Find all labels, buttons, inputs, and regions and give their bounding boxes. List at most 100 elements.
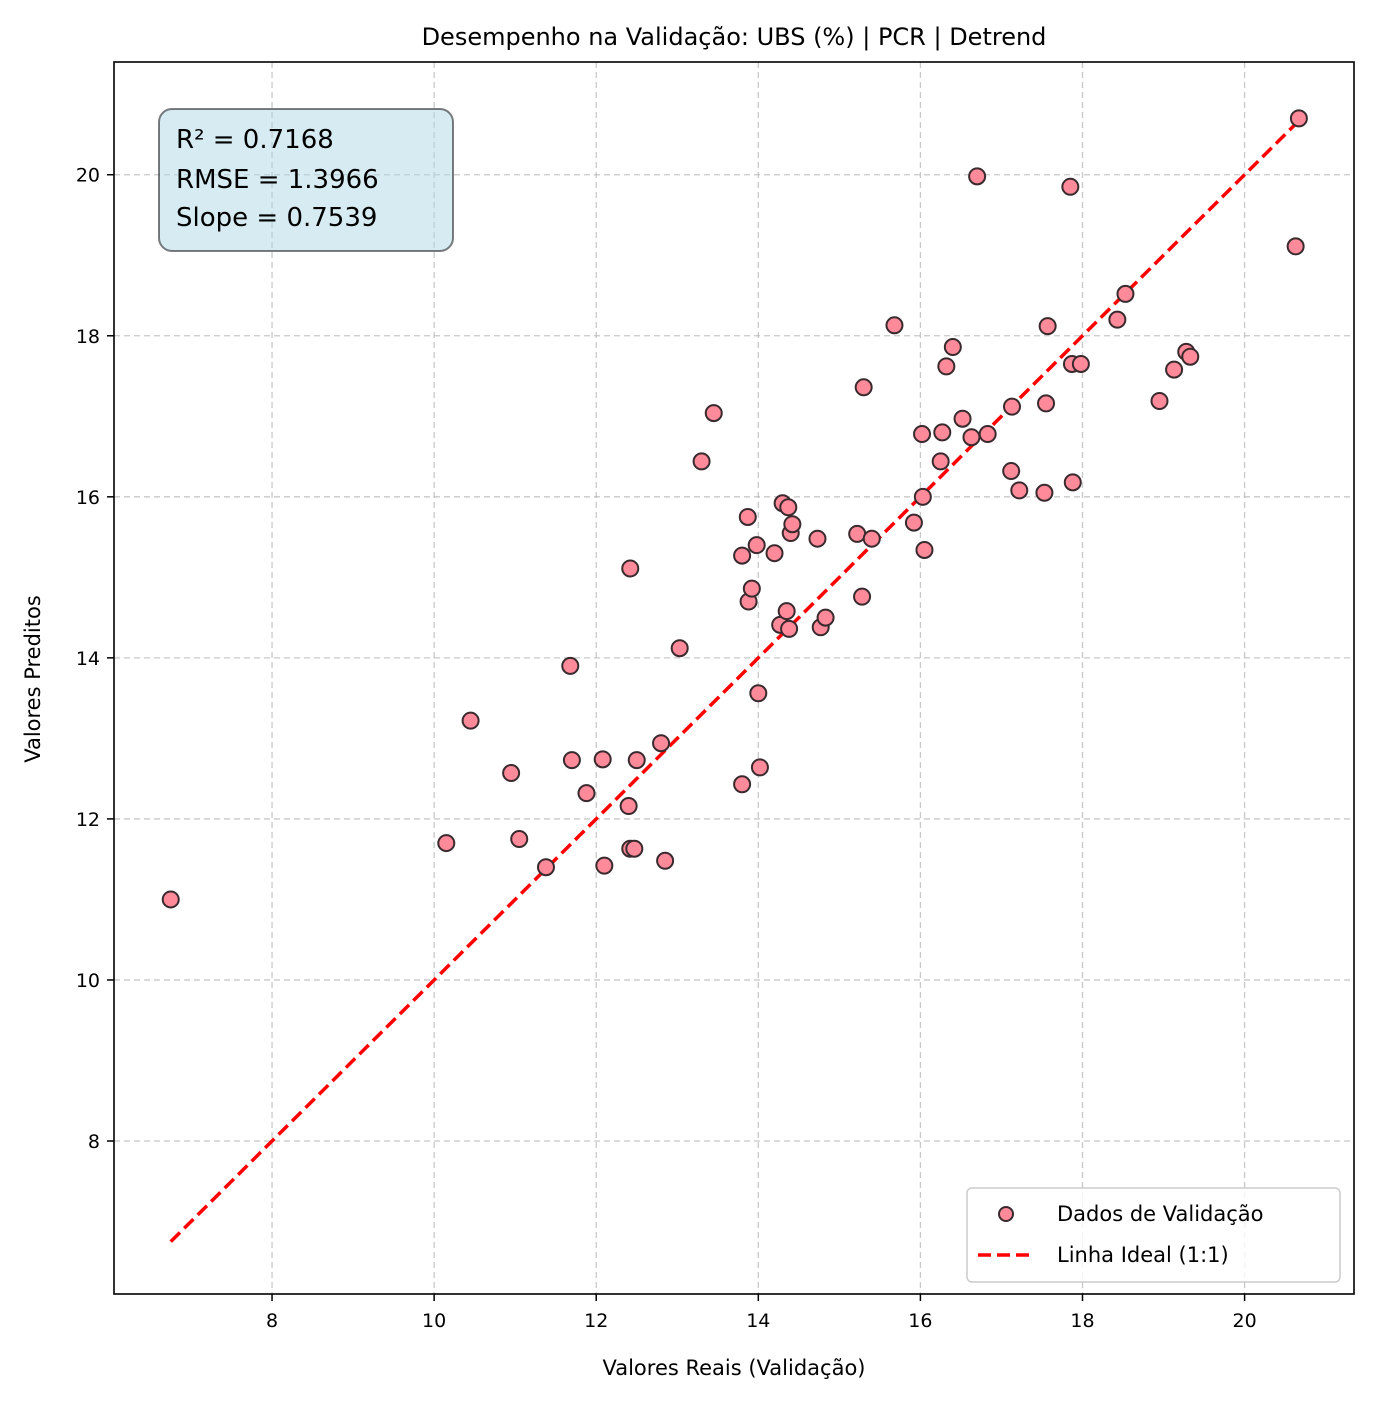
data-point bbox=[747, 536, 766, 555]
x-axis-title: Valores Reais (Validação) bbox=[602, 1356, 865, 1380]
y-tick-label: 10 bbox=[76, 970, 100, 992]
legend-label-line: Linha Ideal (1:1) bbox=[1057, 1243, 1229, 1267]
data-point bbox=[904, 513, 923, 532]
data-point bbox=[161, 890, 180, 909]
data-point bbox=[656, 851, 675, 870]
y-tick-label: 14 bbox=[76, 648, 100, 670]
x-ticks: 8 10 12 14 16 18 20 bbox=[266, 1294, 1257, 1332]
data-point bbox=[808, 529, 827, 548]
chart-title: Desempenho na Validação: UBS (%) | PCR |… bbox=[422, 23, 1047, 51]
data-point bbox=[1037, 394, 1056, 413]
data-point bbox=[621, 559, 640, 578]
data-point bbox=[619, 797, 638, 816]
y-axis-title: Valores Preditos bbox=[21, 595, 45, 763]
data-point bbox=[1150, 392, 1169, 411]
grid bbox=[114, 62, 1354, 1294]
data-point bbox=[1165, 360, 1184, 379]
data-point bbox=[1002, 462, 1021, 481]
data-point bbox=[1061, 177, 1080, 196]
data-point bbox=[733, 546, 752, 565]
data-point bbox=[915, 540, 934, 559]
legend-frame bbox=[966, 1187, 1341, 1283]
data-point bbox=[437, 834, 456, 853]
data-point bbox=[978, 425, 997, 444]
data-point bbox=[913, 425, 932, 444]
legend-label-scatter: Dados de Validação bbox=[1057, 1202, 1264, 1226]
data-point bbox=[627, 751, 646, 770]
y-tick-label: 20 bbox=[76, 165, 100, 187]
data-point bbox=[625, 839, 644, 858]
data-point bbox=[885, 316, 904, 335]
data-point bbox=[931, 452, 950, 471]
plot-frame bbox=[113, 61, 1355, 1295]
data-point bbox=[968, 167, 987, 186]
data-point bbox=[595, 856, 614, 875]
data-point bbox=[562, 751, 581, 770]
data-point bbox=[750, 758, 769, 777]
y-tick-label: 8 bbox=[88, 1131, 100, 1153]
data-point bbox=[777, 602, 796, 621]
stats-rmse: RMSE = 1.3966 bbox=[176, 165, 379, 195]
data-point bbox=[536, 858, 555, 877]
data-point bbox=[749, 684, 768, 703]
x-tick-label: 14 bbox=[746, 1310, 770, 1332]
x-tick-label: 20 bbox=[1232, 1310, 1256, 1332]
data-point bbox=[854, 378, 873, 397]
data-point bbox=[1063, 473, 1082, 492]
data-point bbox=[1071, 354, 1090, 373]
data-point bbox=[1181, 347, 1200, 366]
data-point bbox=[913, 487, 932, 506]
stats-r2: R² = 0.7168 bbox=[176, 125, 334, 155]
data-point bbox=[783, 515, 802, 534]
data-point bbox=[1108, 310, 1127, 329]
x-tick-label: 18 bbox=[1070, 1310, 1094, 1332]
x-tick-label: 12 bbox=[584, 1310, 608, 1332]
data-point bbox=[962, 428, 981, 447]
data-point bbox=[848, 524, 867, 543]
data-point bbox=[933, 423, 952, 442]
data-point bbox=[1286, 237, 1305, 256]
data-point bbox=[704, 404, 723, 423]
y-tick-label: 16 bbox=[76, 487, 100, 509]
data-point bbox=[561, 656, 580, 675]
data-point bbox=[779, 498, 798, 517]
data-point bbox=[738, 507, 757, 526]
x-tick-label: 16 bbox=[908, 1310, 932, 1332]
x-tick-label: 8 bbox=[266, 1310, 278, 1332]
data-point bbox=[1002, 397, 1021, 416]
data-point bbox=[1035, 483, 1054, 502]
data-point bbox=[593, 750, 612, 769]
x-tick-label: 10 bbox=[422, 1310, 446, 1332]
legend-marker-scatter bbox=[998, 1206, 1014, 1222]
data-point bbox=[1116, 284, 1135, 303]
data-point bbox=[742, 579, 761, 598]
data-point bbox=[862, 529, 881, 548]
data-point bbox=[461, 711, 480, 730]
data-point bbox=[1010, 481, 1029, 500]
data-point bbox=[765, 544, 784, 563]
legend: Dados de Validação Linha Ideal (1:1) bbox=[966, 1187, 1341, 1283]
data-point bbox=[780, 619, 799, 638]
data-point bbox=[510, 830, 529, 849]
data-point bbox=[937, 357, 956, 376]
stats-box: R² = 0.7168 RMSE = 1.3966 Slope = 0.7539 bbox=[158, 108, 454, 252]
data-point bbox=[816, 608, 835, 627]
stats-box-background bbox=[158, 108, 454, 252]
data-point bbox=[577, 784, 596, 803]
y-tick-label: 18 bbox=[76, 326, 100, 348]
stats-slope: Slope = 0.7539 bbox=[176, 203, 377, 233]
data-point bbox=[733, 775, 752, 794]
y-tick-label: 12 bbox=[76, 809, 100, 831]
data-point bbox=[1038, 317, 1057, 336]
data-point bbox=[670, 639, 689, 658]
data-point bbox=[1289, 109, 1308, 128]
data-points bbox=[161, 109, 1308, 909]
data-point bbox=[692, 452, 711, 471]
data-point bbox=[652, 734, 671, 753]
data-point bbox=[853, 587, 872, 606]
y-ticks: 8 10 12 14 16 18 20 bbox=[76, 165, 114, 1153]
data-point bbox=[943, 338, 962, 357]
data-point bbox=[953, 409, 972, 428]
data-point bbox=[502, 764, 521, 783]
